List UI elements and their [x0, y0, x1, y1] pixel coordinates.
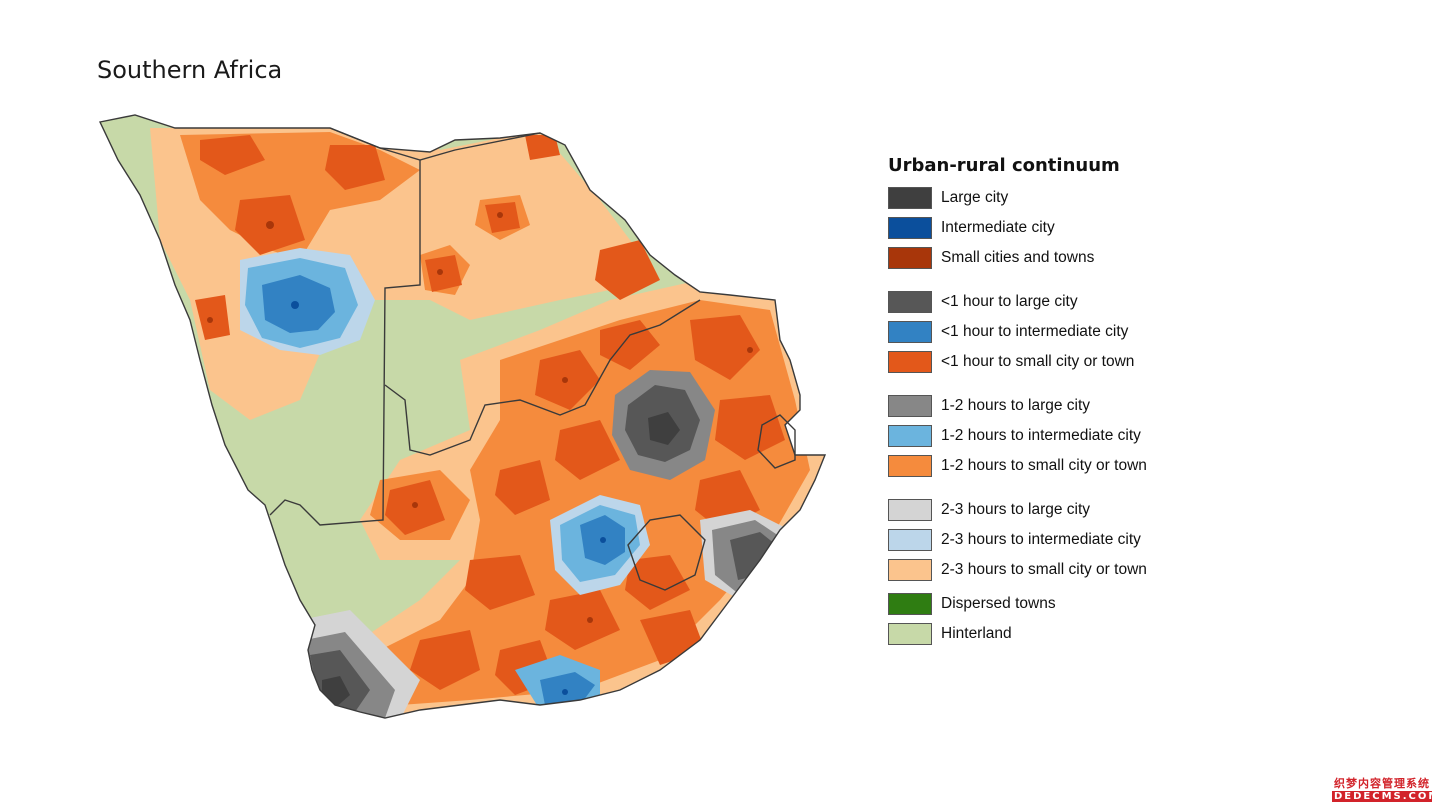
legend-swatch	[888, 593, 932, 615]
legend-swatch	[888, 425, 932, 447]
legend-group-2-3h: 2-3 hours to large city 2-3 hours to int…	[888, 496, 1208, 584]
legend-swatch	[888, 395, 932, 417]
legend-label: 1-2 hours to large city	[941, 397, 1091, 414]
legend-swatch	[888, 559, 932, 581]
legend-swatch	[888, 187, 932, 209]
legend-item-large-city: Large city	[888, 184, 1208, 212]
watermark-text-en: DEDECMS.COM	[1332, 791, 1440, 802]
legend-item-lt1h-large: <1 hour to large city	[888, 288, 1208, 316]
legend-label: <1 hour to large city	[941, 293, 1078, 310]
legend-label: Small cities and towns	[941, 249, 1095, 266]
zone-lt1h-large-city-durban	[730, 532, 780, 580]
legend-label: Dispersed towns	[941, 595, 1056, 612]
legend-swatch	[888, 321, 932, 343]
namibia-botswana-border	[269, 160, 421, 526]
accessibility-zones	[150, 128, 825, 718]
legend-label: 2-3 hours to intermediate city	[941, 531, 1141, 548]
legend-label: 2-3 hours to small city or town	[941, 561, 1147, 578]
southern-africa-map[interactable]	[0, 0, 860, 810]
country-borders	[98, 114, 827, 719]
legend-label: Intermediate city	[941, 219, 1055, 236]
legend-label: 1-2 hours to intermediate city	[941, 427, 1141, 444]
legend-swatch	[888, 217, 932, 239]
legend-label: <1 hour to small city or town	[941, 353, 1135, 370]
zone-large-city-joburg	[648, 412, 680, 445]
watermark-text-cn: 织梦内容管理系统	[1334, 777, 1430, 790]
legend-swatch	[888, 499, 932, 521]
legend-swatch	[888, 351, 932, 373]
legend-title: Urban-rural continuum	[888, 155, 1120, 176]
legend-item-1-2h-large: 1-2 hours to large city	[888, 392, 1208, 420]
legend-item-intermediate-city: Intermediate city	[888, 214, 1208, 242]
legend-group-cities: Large city Intermediate city Small citie…	[888, 184, 1208, 272]
legend-group-lt1h: <1 hour to large city <1 hour to interme…	[888, 288, 1208, 376]
legend-group-other: Dispersed towns Hinterland	[888, 590, 1208, 648]
intermediate-cities	[291, 301, 606, 695]
legend-item-lt1h-intermediate: <1 hour to intermediate city	[888, 318, 1208, 346]
botswana-south-border	[384, 299, 701, 456]
lesotho-border	[627, 514, 706, 591]
watermark-logo: 织梦内容管理系统 DEDECMS.COM	[1332, 775, 1440, 802]
zone-lt1h-intermediate-pe	[540, 672, 595, 705]
legend-item-hinterland: Hinterland	[888, 620, 1208, 648]
legend-label: 1-2 hours to small city or town	[941, 457, 1147, 474]
swaziland-border	[757, 414, 796, 469]
legend-item-2-3h-large: 2-3 hours to large city	[888, 496, 1208, 524]
legend-item-dispersed-towns: Dispersed towns	[888, 590, 1208, 618]
legend-item-lt1h-small: <1 hour to small city or town	[888, 348, 1208, 376]
legend-item-small-cities: Small cities and towns	[888, 244, 1208, 272]
legend-swatch	[888, 247, 932, 269]
legend-label: Large city	[941, 189, 1009, 206]
legend-item-1-2h-small: 1-2 hours to small city or town	[888, 452, 1208, 480]
legend-swatch	[888, 529, 932, 551]
legend-swatch	[888, 291, 932, 313]
map-area[interactable]	[0, 0, 860, 810]
legend-group-1-2h: 1-2 hours to large city 1-2 hours to int…	[888, 392, 1208, 480]
map-title: Southern Africa	[97, 56, 283, 84]
legend-label: Hinterland	[941, 625, 1012, 642]
legend-item-2-3h-small: 2-3 hours to small city or town	[888, 556, 1208, 584]
legend-swatch	[888, 455, 932, 477]
small-cities	[207, 212, 753, 623]
outer-coast-border	[98, 114, 827, 719]
botswana-north-border	[329, 127, 541, 161]
legend-label: 2-3 hours to large city	[941, 501, 1091, 518]
legend-swatch	[888, 623, 932, 645]
map-legend: Urban-rural continuum Large city Interme…	[888, 155, 1208, 650]
legend-item-1-2h-intermediate: 1-2 hours to intermediate city	[888, 422, 1208, 450]
legend-label: <1 hour to intermediate city	[941, 323, 1129, 340]
legend-item-2-3h-intermediate: 2-3 hours to intermediate city	[888, 526, 1208, 554]
